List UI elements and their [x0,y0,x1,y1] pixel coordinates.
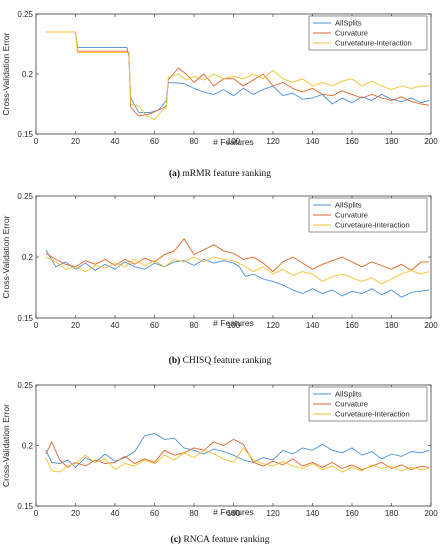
x-tick-label: 60 [150,137,159,146]
y-tick-label: 0.2 [22,70,34,79]
y-tick-label: 0.2 [22,253,34,262]
x-tick-label: 160 [345,509,359,518]
figure-caption: (b) CHISQ feature ranking [169,355,272,366]
chart-panel: 0 20 40 60 80 100 120 140 160 180 200 0.15 0.2 0.25 # … [1,381,438,545]
y-tick-label: 0.25 [17,381,33,390]
x-tick-label: 120 [266,509,280,518]
x-tick-label: 200 [424,321,438,330]
x-tick-label: 40 [111,321,120,330]
caption-text: RNCA feature ranking [183,534,269,545]
legend-label: Curvetaure-Interaction [335,410,410,419]
chart-panel: 0 20 40 60 80 100 120 140 160 180 200 0.15 0.2 0.25 # … [1,10,438,179]
x-tick-label: 200 [424,509,438,518]
caption-label: (b) [169,355,181,366]
series-line-1 [45,432,430,468]
x-tick-label: 140 [306,321,320,330]
legend-label: Curvature [335,400,368,409]
legend-label: AllSplits [335,201,362,210]
x-tick-label: 0 [34,509,39,518]
legend-label: Curvature [335,29,368,38]
figure-caption: (a) mRMR feature ranking [169,168,271,179]
x-tick-label: 100 [227,137,241,146]
y-axis-label: Cross-Validation Error [1,32,11,115]
x-tick-label: 120 [266,137,280,146]
legend-label: AllSplits [335,19,362,28]
x-tick-label: 120 [266,321,280,330]
series-line-3 [45,31,429,121]
y-tick-label: 0.15 [17,502,33,511]
y-axis-label: Cross-Validation Error [1,404,11,487]
series-line-1 [45,249,430,298]
x-tick-label: 80 [190,509,199,518]
x-tick-label: 40 [111,509,120,518]
x-tick-label: 80 [190,321,199,330]
x-tick-label: 60 [150,509,159,518]
y-tick-label: 0.25 [17,10,33,19]
figure-caption: (c) RNCA feature ranking [171,534,270,545]
x-tick-label: 160 [345,137,359,146]
y-tick-label: 0.2 [22,442,34,451]
x-tick-label: 180 [385,509,399,518]
x-tick-label: 180 [385,321,399,330]
x-tick-label: 60 [150,321,159,330]
series-line-3 [45,447,430,473]
legend-label: AllSplits [335,390,362,399]
x-tick-label: 20 [71,509,80,518]
x-axis-label: # Features [213,318,254,328]
x-tick-label: 160 [345,321,359,330]
caption-label: (a) [169,168,180,179]
x-tick-label: 100 [227,509,241,518]
legend-label: Curvetaure-Interaction [335,221,410,230]
series-group [45,238,430,298]
x-tick-label: 80 [190,137,199,146]
series-group [45,432,430,473]
x-tick-label: 20 [71,321,80,330]
legend-label: Curvature [335,211,368,220]
x-tick-label: 0 [34,137,39,146]
x-axis-label: # Features [213,137,254,147]
series-line-3 [45,256,430,285]
x-tick-label: 140 [306,137,320,146]
legend-label: Curvetature-Interaction [335,39,412,48]
caption-text: CHISQ feature ranking [183,355,272,366]
y-tick-label: 0.15 [17,314,33,323]
x-axis-label: # Features [213,507,254,517]
series-group [45,31,430,121]
x-tick-label: 20 [71,137,80,146]
x-tick-label: 100 [227,321,241,330]
y-tick-label: 0.15 [17,130,33,139]
y-tick-label: 0.25 [17,192,33,201]
y-axis-label: Cross-Validation Error [1,215,11,298]
caption-label: (c) [171,534,182,545]
series-line-2 [45,31,430,117]
x-tick-label: 140 [306,509,320,518]
series-line-1 [45,31,430,113]
chart-panel: 0 20 40 60 80 100 120 140 160 180 200 0.15 0.2 0.25 # … [1,192,438,366]
series-line-2 [45,238,429,273]
x-tick-label: 40 [111,137,120,146]
caption-text: mRMR feature ranking [182,168,271,179]
x-tick-label: 180 [385,137,399,146]
x-tick-label: 200 [424,137,438,146]
x-tick-label: 0 [34,321,39,330]
